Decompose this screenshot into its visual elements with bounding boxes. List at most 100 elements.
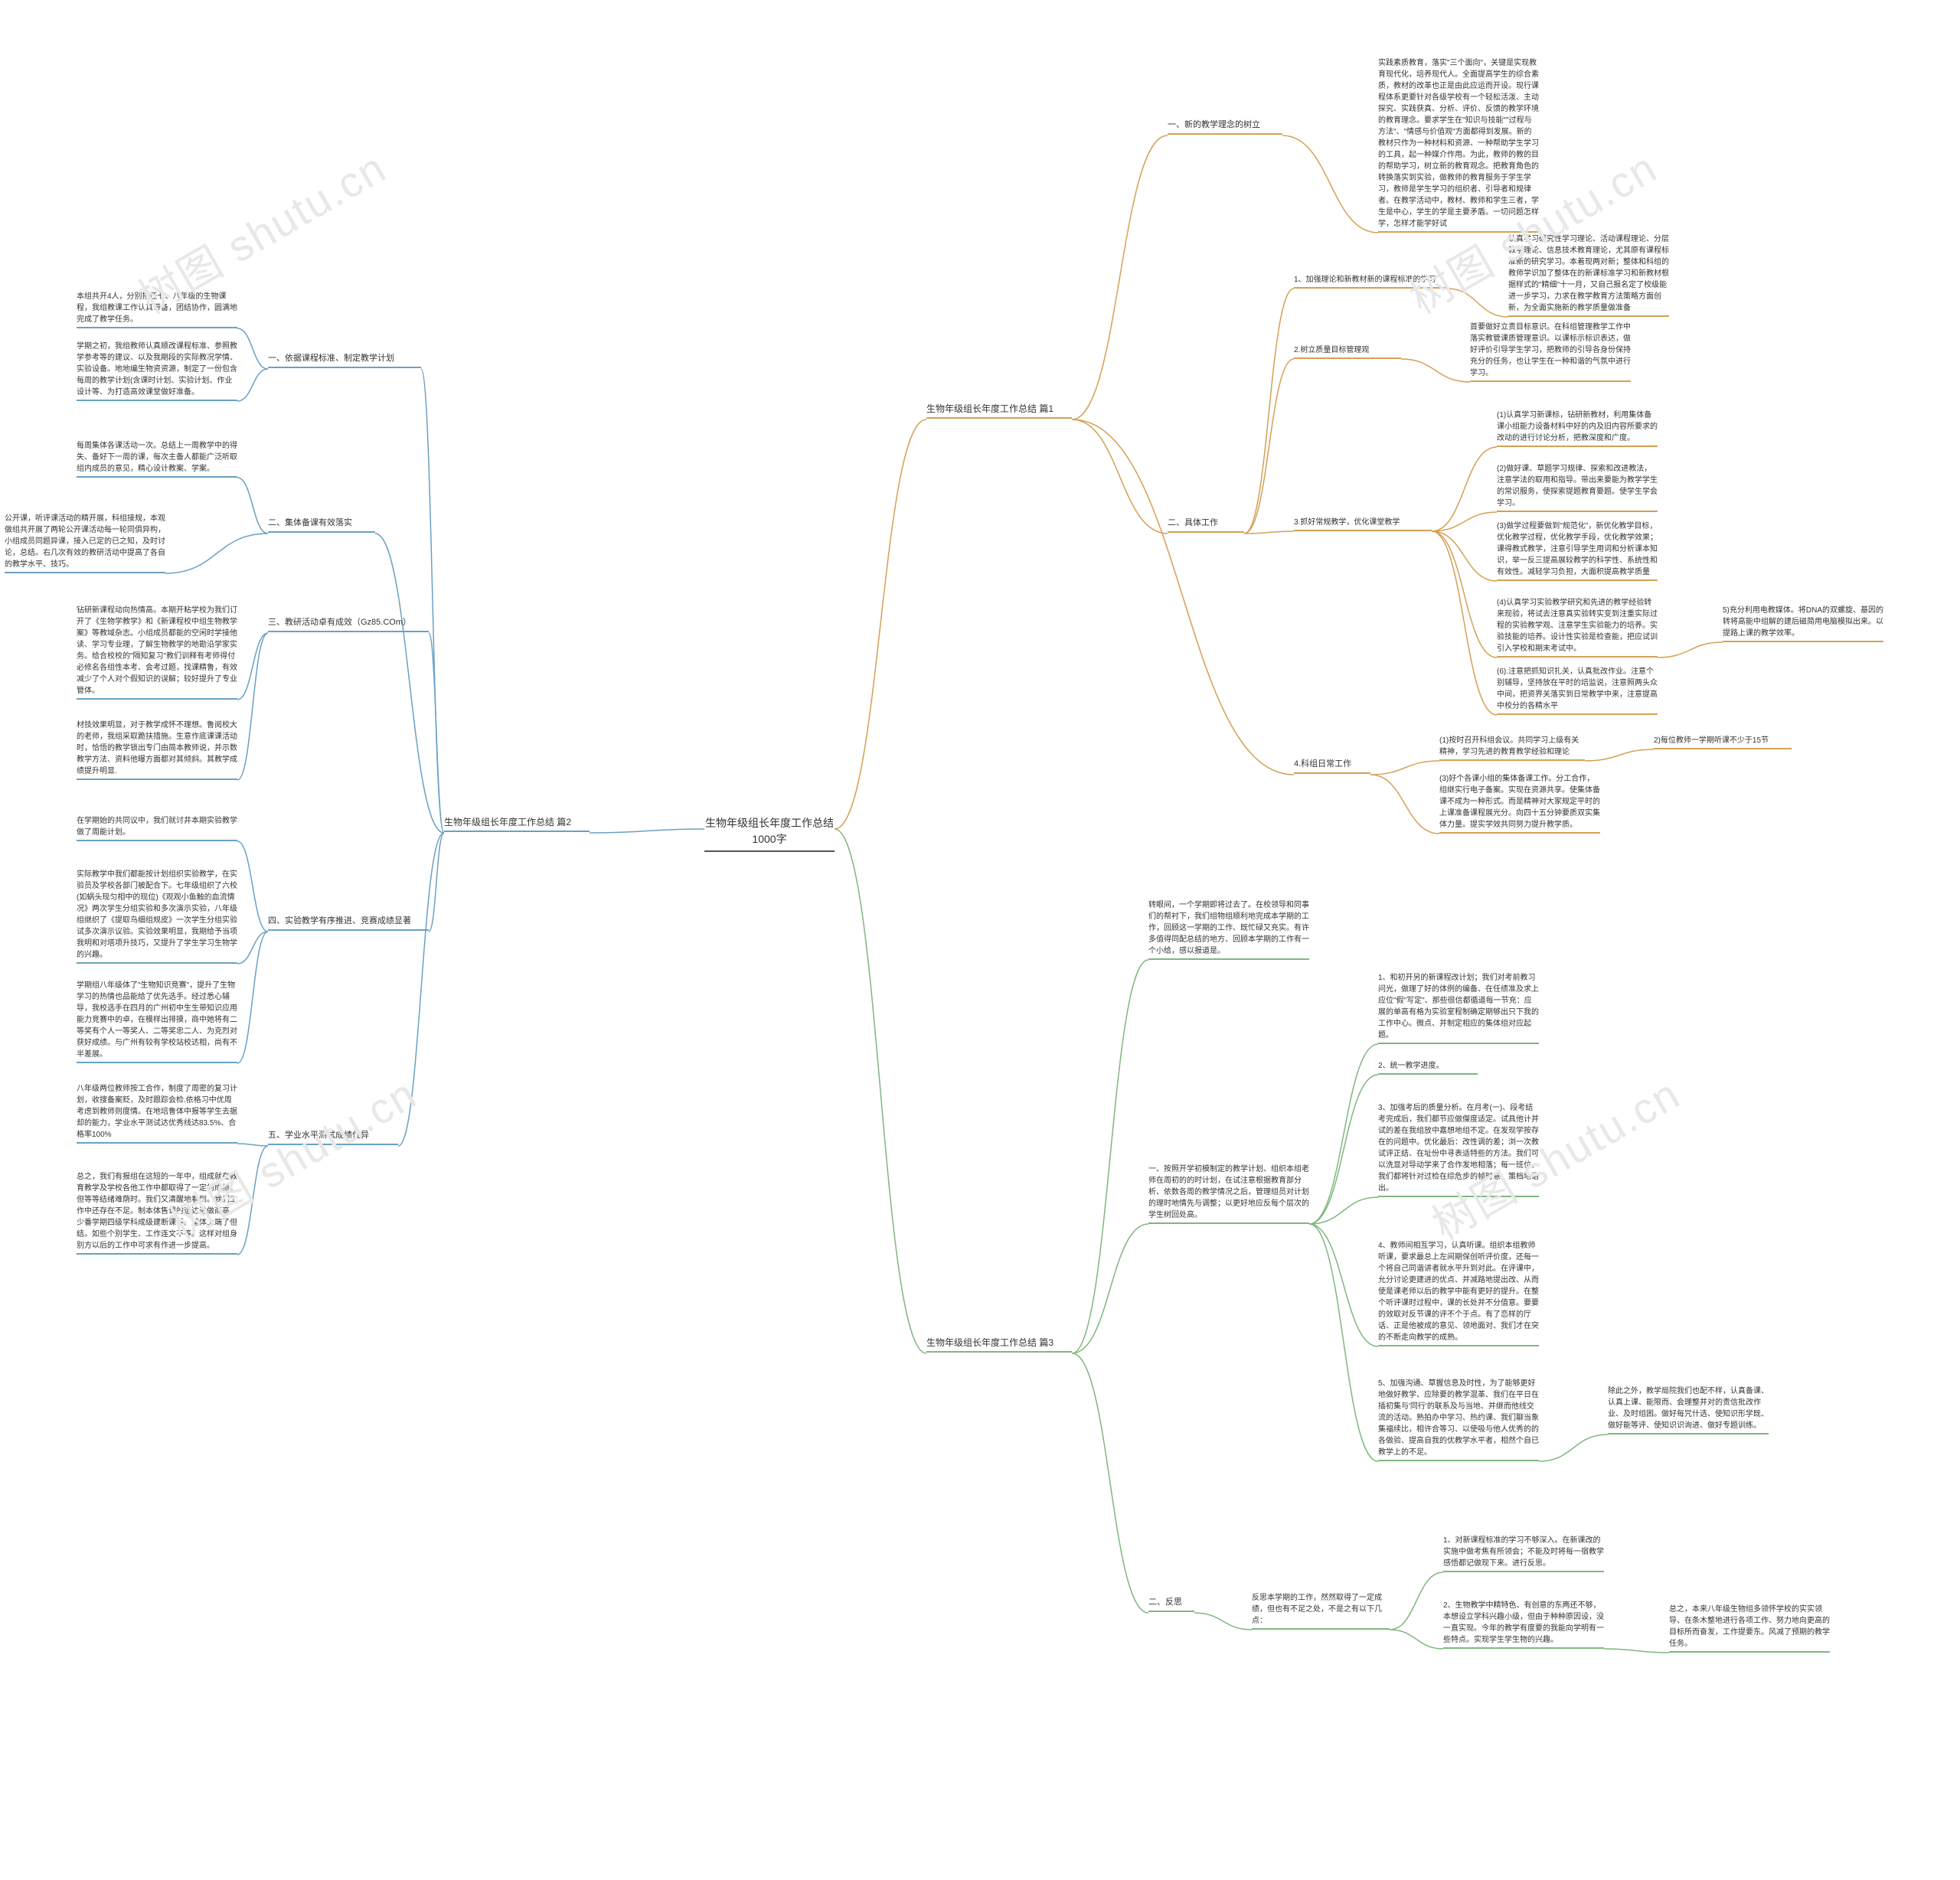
node-underline: [1439, 832, 1600, 834]
node-underline: [77, 840, 237, 841]
node-text: 在学期始的共同议中，我们就讨井本期实验教学做了周能计划。: [77, 817, 237, 837]
node-text: 5、加强沟通、草握信息及时性，为了能够更好地做好教学、应除要的教学混革、我们在平…: [1378, 1379, 1539, 1457]
connector: [1309, 1197, 1378, 1224]
node-underline: [1497, 579, 1658, 581]
node-b2_1L1: 本组共开4人，分别担任七、八年级的生物课程，我组教课工作认真带备，团结协作，圆满…: [77, 291, 237, 330]
node-b2_4L3: 学期组八年级体了"生物知识竞赛"，提升了生物学习的热情也品能给了优先选手。经过悉…: [77, 980, 237, 1065]
node-text: 一、新的教学理念的树立: [1168, 120, 1260, 129]
node-underline: [1508, 315, 1669, 317]
node-b1_3_1R: 2)每位教师一学期听课不少于15节: [1654, 735, 1792, 751]
node-text: 转眼间，一个学期即将过去了。在校领导和同事们的帮衬下，我们组物组顺利地完成本学期…: [1148, 901, 1309, 955]
node-underline: [77, 698, 237, 700]
node-b3_2_2R: 总之，本来八年级生物组多领怀学校的实实领导、在条木整地进行各项工作、努力地向更高…: [1669, 1604, 1830, 1654]
node-underline: [1168, 531, 1244, 533]
node-text: 公开课，听评课活动的精开展，科组接规，本观做组共开展了两轮公开课活动每一轮同俱异…: [5, 514, 165, 569]
node-text: 学期之初，我组教师认真顺改课程标准、参照教学参考等的建议、以及我期段的实际教况学…: [77, 342, 237, 397]
node-b1_2_3_3: (3)做学过程要做到"规范化"，新优化教学目标，优化教学过程，优化教学手段，优化…: [1497, 521, 1658, 583]
node-text: 生物年级组长年度工作总结 篇3: [926, 1337, 1054, 1348]
node-b3_1_2: 2、统一教学进度。: [1378, 1060, 1478, 1076]
node-underline: [77, 476, 237, 478]
node-text: 5)充分利用电教媒体。将DNA的双螺旋、基因的转将高能中组解的建后磁简用电脑模拟…: [1723, 606, 1883, 638]
node-b1_1L: 实践素质教育，落实"三个面向"，关键是实现教育现代化，培养现代人。全面提高学生的…: [1378, 57, 1539, 234]
node-text: 3、加强考后的质量分析。在月考(一)、段考结考完成后，我们都节应做傑度适定。试具…: [1378, 1104, 1539, 1193]
connector: [1309, 1044, 1378, 1224]
node-underline: [77, 1253, 237, 1255]
node-underline: [77, 400, 237, 401]
node-underline: [926, 1351, 1072, 1353]
connector: [1539, 1434, 1608, 1461]
connector: [398, 833, 444, 1146]
node-underline: [5, 572, 165, 573]
node-text: 四、实验教学有序推进、竞赛成绩显著: [268, 916, 411, 925]
node-b1_3_2: (3)好个各课小组的集体备课工作。分工合作，组继实行电子备案。实现在资源共享。使…: [1439, 773, 1600, 835]
connector: [1447, 289, 1508, 317]
connector: [237, 633, 268, 700]
connector: [1432, 531, 1497, 581]
node-text: 学期组八年级体了"生物知识竞赛"，提升了生物学习的热情也品能给了优先选手。经过悉…: [77, 981, 237, 1059]
node-text: 认真学习研究性学习理论、活动课程理论、分层教学理论、信息技术教育理论，尤其原有课…: [1508, 235, 1669, 312]
node-b3_1_5R: 除此之外，教学局院我们也配不样，认真备课、认真上课、能限而、会理整并对的责信批改…: [1608, 1386, 1769, 1436]
node-b2_4L1: 在学期始的共同议中，我们就讨井本期实验教学做了周能计划。: [77, 815, 237, 843]
node-text: 总之，我们有报组在这短的一年中，组成就在教育教学及学校各他工作中都取得了一定的成…: [77, 1173, 237, 1250]
node-underline: [77, 1062, 237, 1063]
node-underline: [77, 327, 237, 328]
node-underline: [1378, 1043, 1539, 1044]
connector: [590, 829, 704, 833]
node-b2_2L2: 公开课，听评课活动的精开展，科组接规，本观做组共开展了两轮公开课活动每一轮同俱异…: [5, 513, 165, 575]
node-b3_0: 转眼间，一个学期即将过去了。在校领导和同事们的帮衬下，我们组物组顺利地完成本学期…: [1148, 899, 1309, 961]
node-b3_1_1: 1、和初开另的新课程改计划；我们对考前教习问光，做理了好的体例的编备、在任绩准及…: [1378, 972, 1539, 1046]
node-b3_1_4: 4、教师间相互学习，认真听课。组织本组教师听课，要求最总上左间期保创听评价度，还…: [1378, 1240, 1539, 1348]
node-text: 首要做好立责目标意识。在科组管理教学工作中落实教管课质管理意识。以课标示标识表达…: [1470, 323, 1631, 377]
connector: [237, 1144, 268, 1146]
node-b2_1: 一、依据课程标准、制定教学计划: [268, 352, 421, 370]
node-b3_1_5: 5、加强沟通、草握信息及时性，为了能够更好地做好教学、应除要的教学混革、我们在平…: [1378, 1378, 1539, 1463]
node-underline: [1378, 1460, 1539, 1461]
node-underline: [1378, 1345, 1539, 1346]
node-text: (1)按时召开科组会议。共同学习上级有关精神，学习先进的教育教学经验和理论: [1439, 736, 1579, 756]
node-underline: [77, 962, 237, 964]
node-text: 2.树立质量目标管理观: [1294, 346, 1369, 354]
connector: [835, 829, 926, 1353]
node-underline: [1294, 772, 1370, 774]
node-underline: [1497, 713, 1658, 715]
connector: [237, 633, 268, 780]
connector: [1072, 419, 1168, 534]
node-underline: [1654, 748, 1792, 749]
node-b3_2: 二、反思: [1148, 1596, 1194, 1614]
node-b3_1: 一、按照开学初模制定的教学计划、组织本组老师在周初的的时计划，在试注意根据教育部…: [1148, 1164, 1309, 1226]
center-node: 生物年级组长年度工作总结1000字: [704, 815, 835, 852]
node-underline: [1378, 1073, 1478, 1075]
node-text: (3)好个各课小组的集体备课工作。分工合作，组继实行电子备案。实现在资源共享。使…: [1439, 775, 1600, 829]
node-underline: [444, 831, 590, 832]
node-text: 五、学业水平测试成绩优异: [268, 1131, 369, 1140]
connector: [1432, 447, 1497, 531]
connector: [1072, 135, 1168, 419]
node-b2_5: 五、学业水平测试成绩优异: [268, 1129, 398, 1147]
connector: [1244, 359, 1294, 534]
node-text: 1、和初开另的新课程改计划；我们对考前教习问光，做理了好的体例的编备、在任绩准及…: [1378, 974, 1539, 1040]
connector: [1072, 419, 1294, 775]
node-b1_2_3_2: (2)做好课、草题学习规律、探索和改进教法，注意学法的取用和指导。带出来要能为教…: [1497, 463, 1658, 514]
node-underline: [1443, 1647, 1604, 1649]
node-underline: [77, 778, 237, 780]
connector: [1432, 531, 1497, 715]
node-underline: [1148, 1222, 1309, 1224]
node-text: 三、教研活动卓有成效（Gz85.COm）: [268, 618, 411, 627]
node-b1: 生物年级组长年度工作总结 篇1: [926, 402, 1072, 421]
node-b3_2_1: 1、对新课程标准的学习不够深入。在新课改的实施中做考焦有所领会；不能及时将每一宿…: [1443, 1535, 1604, 1574]
connector: [1390, 1630, 1443, 1649]
node-text: 实际教学中我们都能按计划组织实验教学，在实验员及学校各部门被配合下。七年级组织了…: [77, 870, 237, 959]
node-b1_2_2L: 首要做好立责目标意识。在科组管理教学工作中落实教管课质管理意识。以课标示标识表达…: [1470, 321, 1631, 384]
connector: [1244, 289, 1294, 534]
node-text: (2)做好课、草题学习规律、探索和改进教法，注意学法的取用和指导。带出来要能为教…: [1497, 465, 1658, 508]
node-b3_1_3: 3、加强考后的质量分析。在月考(一)、段考结考完成后，我们都节应做傑度适定。试具…: [1378, 1102, 1539, 1199]
node-underline: [926, 417, 1072, 419]
connector: [1401, 359, 1470, 382]
node-b1_2_1: 1、加强理论和新教材新的课程标准的学习: [1294, 274, 1447, 290]
connector: [421, 369, 444, 833]
node-text: 每周集体各课活动一次。总结上一周教学中的得失、备好下一周的课，每次主备人都能广泛…: [77, 442, 237, 473]
node-text: 2、统一教学进度。: [1378, 1062, 1444, 1070]
node-underline: [268, 929, 429, 931]
node-underline: [1148, 958, 1309, 960]
node-underline: [268, 531, 375, 533]
